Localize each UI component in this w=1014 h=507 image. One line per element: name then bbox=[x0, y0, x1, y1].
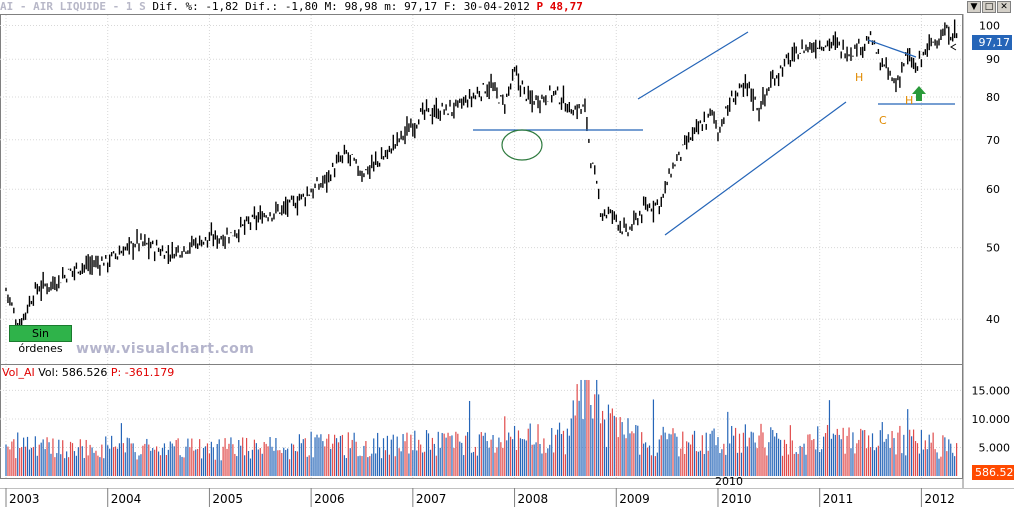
channel-lower-line bbox=[664, 101, 847, 236]
up-arrow-icon bbox=[912, 86, 926, 101]
last-price-pointer-icon bbox=[950, 43, 957, 51]
price-tick-label: 70 bbox=[986, 134, 1000, 147]
max-value: 98,98 bbox=[344, 0, 378, 13]
dif-label: Dif.: bbox=[245, 0, 279, 13]
year-label: 2005 bbox=[212, 492, 243, 506]
volume-label: Vol: bbox=[38, 366, 59, 379]
year-label: 2003 bbox=[9, 492, 40, 506]
volume-p-label: P: bbox=[110, 366, 122, 379]
pattern-label-h2: H bbox=[905, 94, 913, 107]
year-label: 2010 bbox=[721, 492, 752, 506]
watermark: www.visualchart.com bbox=[76, 341, 255, 357]
min-label: m: bbox=[384, 0, 398, 13]
grid-lines bbox=[0, 15, 962, 478]
date-label: F: bbox=[443, 0, 458, 13]
price-tick-label: 100 bbox=[979, 19, 1000, 32]
close-button[interactable]: ✕ bbox=[997, 1, 1011, 13]
price-tick-label: 90 bbox=[986, 53, 1000, 66]
price-tick-label: 60 bbox=[986, 183, 1000, 196]
minimize-button[interactable]: ▼ bbox=[967, 1, 981, 13]
symbol-title: AI - AIR LIQUIDE - 1 S bbox=[0, 0, 146, 13]
price-series bbox=[5, 19, 958, 333]
current-price-label: 97,17 bbox=[972, 35, 1012, 50]
price-tick-label: 40 bbox=[986, 313, 1000, 326]
price-panel-header: AI - AIR LIQUIDE - 1 S Dif. %: -1,82 Dif… bbox=[0, 0, 960, 14]
dif-pct-label: Dif. %: bbox=[152, 0, 199, 13]
date-value: 30-04-2012 bbox=[463, 0, 530, 13]
year-label: 2012 bbox=[924, 492, 955, 506]
p-label: P bbox=[536, 0, 544, 13]
highlight-ellipse bbox=[501, 129, 543, 161]
volume-tick-label: 5.000 bbox=[979, 441, 1011, 454]
dif-pct-value: -1,82 bbox=[205, 0, 239, 13]
year-label: 2006 bbox=[314, 492, 345, 506]
year-label: 2004 bbox=[111, 492, 142, 506]
volume-tick-label: 15.000 bbox=[972, 384, 1011, 397]
price-tick-label: 50 bbox=[986, 242, 1000, 255]
x-axis-labels: 2003 2004 2005 2006 2007 2008 2009 2010 2011 2012… bbox=[5, 475, 955, 507]
order-status-badge[interactable]: Sin órdenes bbox=[9, 325, 72, 355]
year-label: 2011 bbox=[823, 492, 854, 506]
y-axis-labels: 40 50 60 70 80 90 100 5.000 10.000 15.000 bbox=[972, 19, 1011, 454]
volume-value: 586.526 bbox=[61, 366, 108, 379]
min-value: 97,17 bbox=[404, 0, 438, 13]
current-volume-label: 586.528 bbox=[972, 465, 1014, 480]
dif-value: -1,80 bbox=[284, 0, 318, 13]
pattern-label-c: C bbox=[879, 114, 887, 127]
year-label: 2007 bbox=[416, 492, 447, 506]
year-label: 2008 bbox=[518, 492, 549, 506]
year-label: 2009 bbox=[619, 492, 650, 506]
volume-p-value: -361.179 bbox=[124, 366, 175, 379]
max-label: M: bbox=[324, 0, 338, 13]
volume-tick-label: 10.000 bbox=[972, 413, 1011, 426]
channel-upper-line bbox=[637, 31, 749, 100]
maximize-button[interactable]: □ bbox=[982, 1, 996, 13]
annotations: H H C bbox=[473, 31, 957, 236]
volume-indicator-name: Vol_AI bbox=[2, 366, 35, 379]
price-tick-label: 80 bbox=[986, 91, 1000, 104]
cursor-year-label: 2010 bbox=[715, 475, 743, 488]
pattern-label-h1: H bbox=[855, 71, 863, 84]
volume-series bbox=[5, 379, 958, 476]
volume-panel-header: Vol_AI Vol: 586.526 P: -361.179 bbox=[2, 366, 174, 379]
neckline-slope bbox=[867, 39, 917, 58]
p-value: 48,77 bbox=[549, 0, 583, 13]
